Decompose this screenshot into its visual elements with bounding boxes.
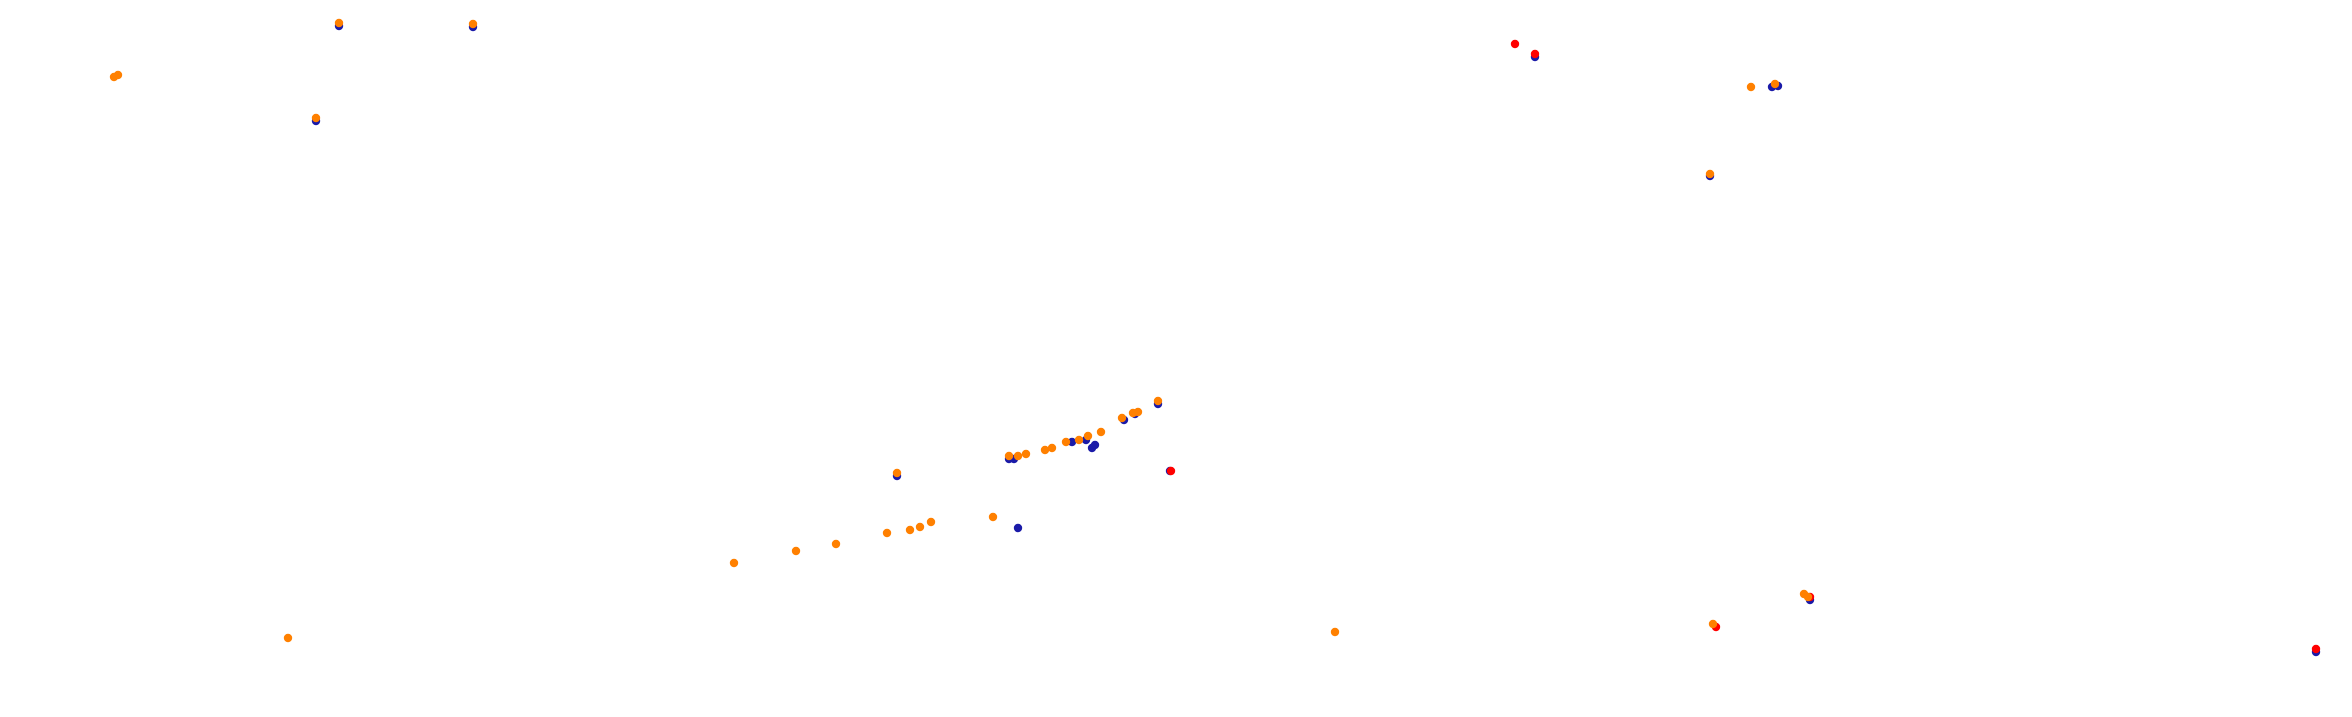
scatter-point-orange [1117,413,1127,423]
scatter-point-blue [1067,437,1077,447]
scatter-point-orange [892,468,902,478]
scatter-point-orange [1061,437,1071,447]
scatter-point-orange [926,517,936,527]
scatter-point-orange [1133,407,1143,417]
scatter-point-orange [1705,169,1715,179]
scatter-point-orange [1330,627,1340,637]
scatter-point-blue [1013,523,1023,533]
scatter-point-orange [729,558,739,568]
scatter-point-orange [1074,435,1084,445]
scatter-point-orange [882,528,892,538]
scatter-point-orange [1803,592,1813,602]
scatter-point-red [1530,49,1540,59]
scatter-point-red [2311,644,2321,654]
scatter-point-orange [1013,451,1023,461]
scatter-point-orange [1083,431,1093,441]
scatter-point-orange [1004,451,1014,461]
scatter-point-red [1510,39,1520,49]
scatter-point-orange [283,633,293,643]
scatter-point-orange [468,19,478,29]
scatter-point-orange [831,539,841,549]
scatter-point-orange [905,525,915,535]
scatter-point-orange [988,512,998,522]
scatter-point-orange [1040,445,1050,455]
scatter-point-orange [311,113,321,123]
scatter-point-orange [1746,82,1756,92]
scatter-point-blue [1090,440,1100,450]
scatter-point-orange [915,522,925,532]
points-layer [109,18,2321,657]
scatter-point-orange [1153,396,1163,406]
scatter-point-orange [1708,619,1718,629]
scatter-point-orange [334,18,344,28]
scatter-point-orange [1047,443,1057,453]
scatter-point-orange [113,70,123,80]
scatter-point-orange [1770,79,1780,89]
scatter-point-orange [791,546,801,556]
scatter-point-orange [1096,427,1106,437]
scatter-point-orange [1021,449,1031,459]
scatter-point-red [1166,466,1176,476]
